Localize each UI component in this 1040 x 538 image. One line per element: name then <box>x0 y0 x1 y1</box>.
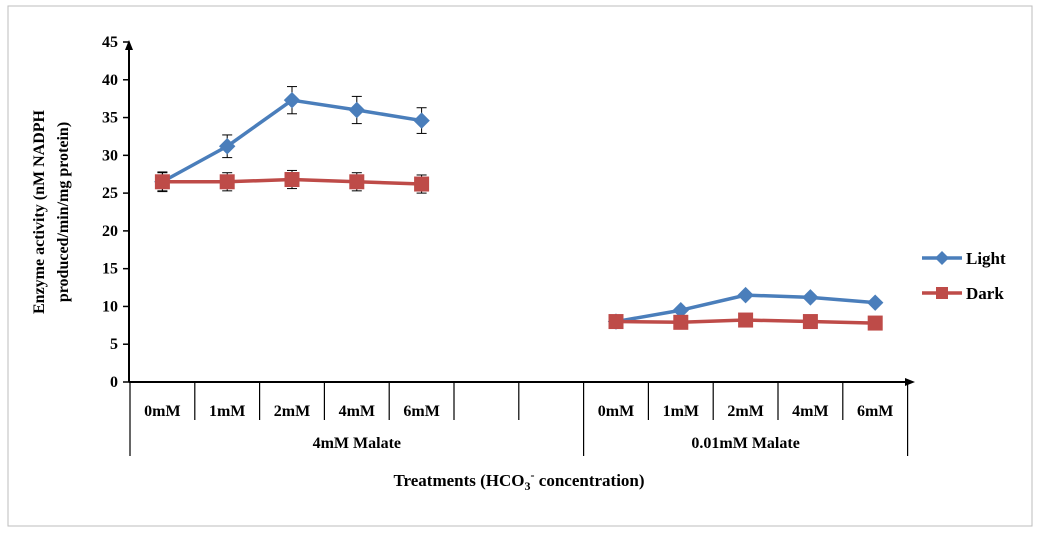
x-axis-label: Treatments (HCO3- concentration) <box>393 468 644 493</box>
data-point-dark <box>673 314 689 330</box>
legend-label-light: Light <box>966 249 1006 268</box>
data-point-dark <box>414 176 430 192</box>
y-tick-label: 45 <box>102 34 118 51</box>
x-tick-label: 0mM <box>598 403 634 420</box>
x-tick-label: 6mM <box>857 403 893 420</box>
y-tick-label: 30 <box>102 147 118 164</box>
data-point-dark <box>284 172 300 188</box>
x-tick-label: 4mM <box>792 403 828 420</box>
data-point-dark <box>219 174 235 190</box>
x-tick-label: 1mM <box>209 403 245 420</box>
data-point-dark <box>867 315 883 331</box>
data-point-dark <box>349 174 365 190</box>
data-point-light <box>348 101 366 119</box>
chart-frame <box>7 5 1033 527</box>
legend-marker-light <box>935 251 949 265</box>
y-axis-arrow <box>125 40 133 50</box>
x-tick-label: 0mM <box>144 403 180 420</box>
data-point-dark <box>802 314 818 330</box>
data-point-dark <box>738 312 754 328</box>
y-tick-label: 25 <box>102 185 118 202</box>
data-point-light <box>802 289 819 306</box>
y-tick-label: 0 <box>110 374 118 391</box>
y-tick-label: 35 <box>102 110 118 127</box>
x-tick-label: 1mM <box>663 403 699 420</box>
data-point-light <box>866 294 884 311</box>
y-tick-label: 5 <box>110 336 118 353</box>
y-tick-label: 40 <box>102 72 118 89</box>
data-point-dark <box>608 314 624 330</box>
data-point-light <box>283 91 301 109</box>
x-group-label: 4mM Malate <box>313 435 401 452</box>
legend-marker-dark <box>936 287 948 299</box>
y-axis-label: produced/min/mg protein) <box>55 122 72 302</box>
data-point-light <box>737 286 754 304</box>
x-tick-label: 2mM <box>727 403 763 420</box>
x-group-label: 0.01mM Malate <box>691 435 799 452</box>
y-tick-label: 10 <box>102 298 118 315</box>
x-tick-label: 2mM <box>274 403 310 420</box>
y-axis-label: Enzyme activity (nM NADPH <box>31 109 48 314</box>
y-tick-label: 15 <box>102 261 118 278</box>
data-point-light <box>413 112 430 129</box>
x-tick-label: 4mM <box>339 403 375 420</box>
data-point-dark <box>154 174 170 190</box>
data-point-light <box>218 138 236 155</box>
y-tick-label: 20 <box>102 223 118 240</box>
x-tick-label: 6mM <box>403 403 439 420</box>
legend-label-dark: Dark <box>966 284 1004 303</box>
